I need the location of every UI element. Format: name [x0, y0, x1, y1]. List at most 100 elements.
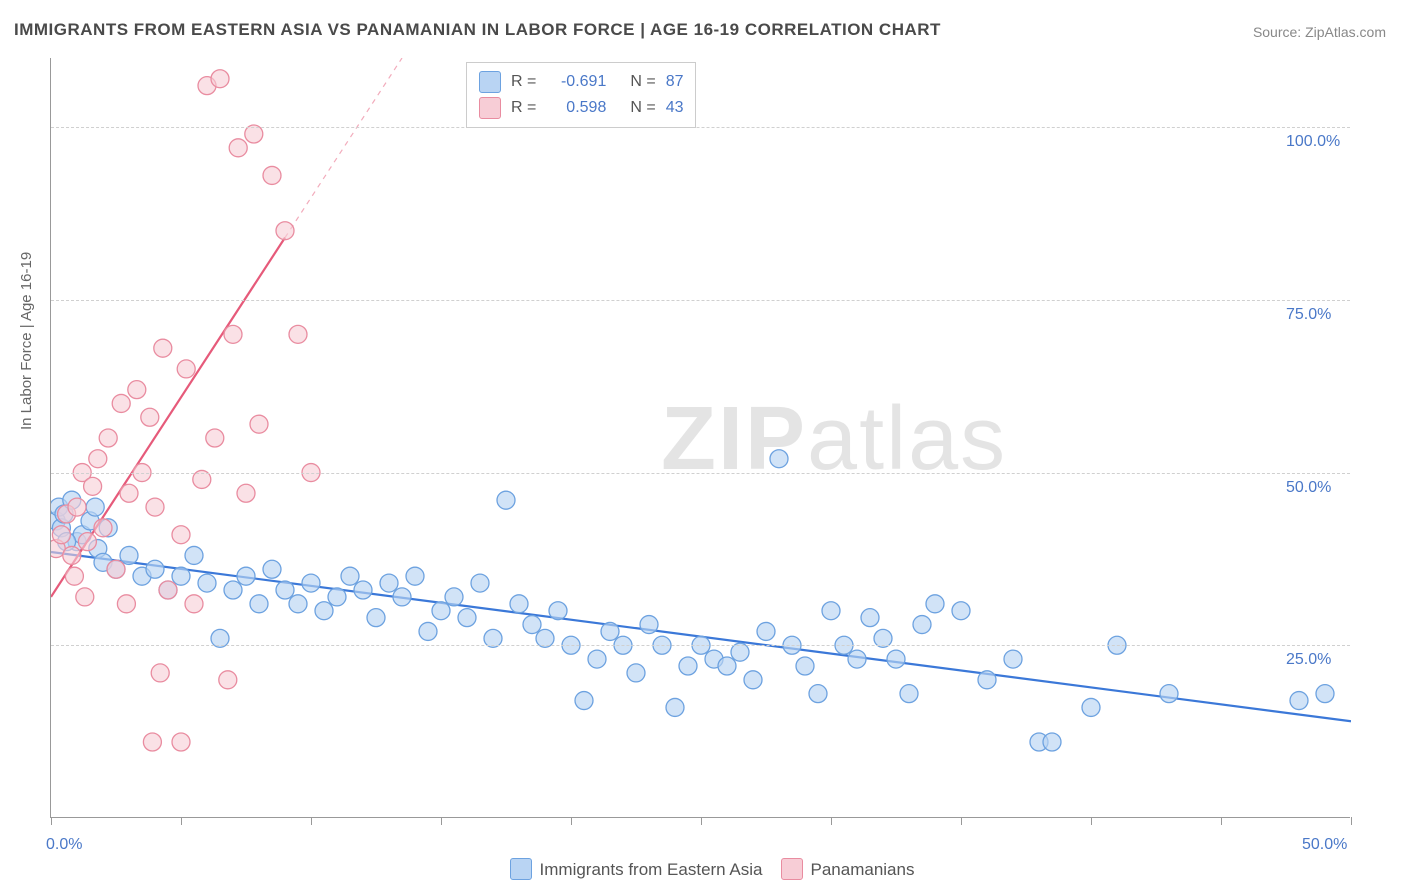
point-panamanians: [107, 560, 125, 578]
point-panamanians: [206, 429, 224, 447]
point-panamanians: [250, 415, 268, 433]
point-eastern_asia: [588, 650, 606, 668]
point-panamanians: [154, 339, 172, 357]
point-eastern_asia: [666, 698, 684, 716]
point-eastern_asia: [276, 581, 294, 599]
point-eastern_asia: [1160, 685, 1178, 703]
point-eastern_asia: [458, 609, 476, 627]
legend-r-label: R =: [511, 95, 536, 121]
point-panamanians: [52, 526, 70, 544]
x-tick: [1351, 817, 1352, 825]
x-tick: [961, 817, 962, 825]
legend-n-value: 43: [666, 95, 684, 121]
point-eastern_asia: [120, 546, 138, 564]
point-panamanians: [211, 70, 229, 88]
chart-title: IMMIGRANTS FROM EASTERN ASIA VS PANAMANI…: [14, 20, 941, 40]
point-panamanians: [185, 595, 203, 613]
point-eastern_asia: [380, 574, 398, 592]
x-tick: [701, 817, 702, 825]
point-eastern_asia: [887, 650, 905, 668]
point-panamanians: [151, 664, 169, 682]
gridline-h: [51, 127, 1350, 128]
point-panamanians: [117, 595, 135, 613]
point-panamanians: [159, 581, 177, 599]
x-tick: [831, 817, 832, 825]
gridline-h: [51, 645, 1350, 646]
point-panamanians: [143, 733, 161, 751]
point-panamanians: [128, 381, 146, 399]
x-tick-label: 0.0%: [46, 836, 82, 854]
point-panamanians: [237, 484, 255, 502]
point-eastern_asia: [627, 664, 645, 682]
x-tick: [311, 817, 312, 825]
legend-swatch-panamanians: [479, 97, 501, 119]
point-panamanians: [141, 408, 159, 426]
legend-n-label: N =: [630, 95, 655, 121]
point-eastern_asia: [601, 622, 619, 640]
y-tick-label: 50.0%: [1286, 479, 1331, 497]
point-panamanians: [146, 498, 164, 516]
point-eastern_asia: [978, 671, 996, 689]
point-eastern_asia: [575, 692, 593, 710]
x-tick: [571, 817, 572, 825]
point-eastern_asia: [172, 567, 190, 585]
legend-row-eastern_asia: R =-0.691N =87: [479, 69, 683, 95]
series-legend: Immigrants from Eastern Asia Panamanians: [0, 858, 1406, 880]
point-panamanians: [276, 222, 294, 240]
point-panamanians: [229, 139, 247, 157]
point-eastern_asia: [341, 567, 359, 585]
x-tick: [1091, 817, 1092, 825]
point-eastern_asia: [809, 685, 827, 703]
point-panamanians: [78, 533, 96, 551]
point-panamanians: [289, 325, 307, 343]
point-eastern_asia: [1082, 698, 1100, 716]
point-eastern_asia: [861, 609, 879, 627]
plot-area: ZIPatlas: [50, 58, 1350, 818]
x-tick: [1221, 817, 1222, 825]
point-panamanians: [63, 546, 81, 564]
point-eastern_asia: [86, 498, 104, 516]
point-eastern_asia: [1043, 733, 1061, 751]
point-eastern_asia: [263, 560, 281, 578]
x-tick: [441, 817, 442, 825]
point-eastern_asia: [315, 602, 333, 620]
legend-r-label: R =: [511, 69, 536, 95]
point-eastern_asia: [510, 595, 528, 613]
point-eastern_asia: [419, 622, 437, 640]
point-eastern_asia: [796, 657, 814, 675]
legend-r-value: -0.691: [546, 69, 606, 95]
point-eastern_asia: [1004, 650, 1022, 668]
point-eastern_asia: [354, 581, 372, 599]
point-eastern_asia: [770, 450, 788, 468]
point-eastern_asia: [445, 588, 463, 606]
y-tick-label: 25.0%: [1286, 651, 1331, 669]
legend-r-value: 0.598: [546, 95, 606, 121]
point-eastern_asia: [393, 588, 411, 606]
point-panamanians: [120, 484, 138, 502]
bottom-swatch-eastern_asia: [510, 858, 532, 880]
gridline-h: [51, 300, 1350, 301]
bottom-label-eastern_asia: Immigrants from Eastern Asia: [540, 860, 763, 879]
bottom-label-panamanians: Panamanians: [811, 860, 915, 879]
bottom-swatch-panamanians: [781, 858, 803, 880]
point-panamanians: [172, 733, 190, 751]
point-eastern_asia: [952, 602, 970, 620]
point-panamanians: [219, 671, 237, 689]
point-panamanians: [94, 519, 112, 537]
y-tick-label: 75.0%: [1286, 306, 1331, 324]
point-eastern_asia: [1290, 692, 1308, 710]
point-panamanians: [263, 166, 281, 184]
point-eastern_asia: [718, 657, 736, 675]
point-eastern_asia: [926, 595, 944, 613]
point-eastern_asia: [237, 567, 255, 585]
legend-row-panamanians: R = 0.598 N = 43: [479, 95, 683, 121]
y-axis-label: In Labor Force | Age 16-19: [18, 252, 35, 430]
scatter-plot-svg: [51, 58, 1351, 818]
x-tick: [51, 817, 52, 825]
point-panamanians: [99, 429, 117, 447]
point-eastern_asia: [367, 609, 385, 627]
point-eastern_asia: [185, 546, 203, 564]
point-eastern_asia: [640, 616, 658, 634]
point-eastern_asia: [406, 567, 424, 585]
point-panamanians: [177, 360, 195, 378]
